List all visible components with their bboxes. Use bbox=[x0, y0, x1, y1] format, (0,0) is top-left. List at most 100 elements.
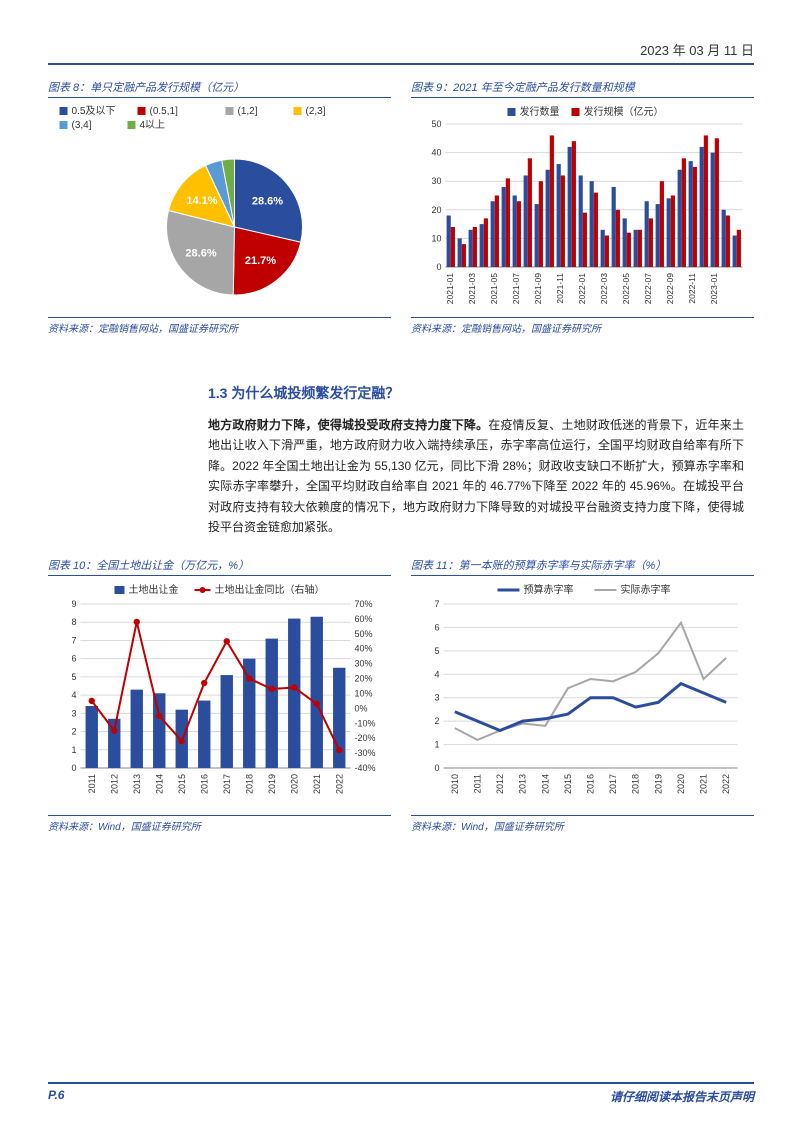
footer-page: P.6 bbox=[48, 1088, 64, 1105]
svg-text:2022-09: 2022-09 bbox=[665, 273, 675, 304]
chart10-title: 图表 10：全国土地出让金（万亿元，%） bbox=[48, 557, 391, 573]
svg-text:(3,4]: (3,4] bbox=[72, 120, 92, 131]
svg-text:21.7%: 21.7% bbox=[245, 255, 276, 267]
svg-text:1: 1 bbox=[71, 745, 76, 755]
svg-text:(2,3]: (2,3] bbox=[306, 106, 326, 117]
svg-text:2021: 2021 bbox=[312, 774, 322, 794]
svg-text:50: 50 bbox=[431, 119, 441, 129]
svg-text:2014: 2014 bbox=[540, 774, 550, 794]
svg-text:2021-07: 2021-07 bbox=[511, 273, 521, 304]
svg-text:发行数量: 发行数量 bbox=[520, 105, 560, 118]
svg-text:土地出让金: 土地出让金 bbox=[129, 583, 179, 596]
svg-text:28.6%: 28.6% bbox=[185, 248, 216, 260]
svg-text:2011: 2011 bbox=[472, 774, 482, 793]
svg-text:-30%: -30% bbox=[355, 748, 376, 758]
svg-text:3: 3 bbox=[434, 693, 439, 703]
svg-text:2013: 2013 bbox=[132, 774, 142, 794]
svg-text:2014: 2014 bbox=[154, 774, 164, 794]
svg-text:2021-01: 2021-01 bbox=[445, 273, 455, 304]
chart11-source: 资料来源：Wind，国盛证券研究所 bbox=[411, 815, 754, 833]
chart11: 预算赤字率实际赤字率012345672010201120122013201420… bbox=[411, 580, 754, 810]
svg-text:0%: 0% bbox=[355, 704, 368, 714]
svg-text:2022: 2022 bbox=[721, 774, 731, 794]
svg-text:2012: 2012 bbox=[495, 774, 505, 794]
svg-text:2021-05: 2021-05 bbox=[489, 273, 499, 304]
chart-row-2: 图表 10：全国土地出让金（万亿元，%） 土地出让金 土地出让金同比（右轴） 0 1 2… bbox=[48, 557, 754, 833]
chart8-pie: 0.5及以下(0.5,1](1,2](2,3](3,4]4以上28.6%21.7… bbox=[48, 102, 391, 312]
svg-text:5: 5 bbox=[434, 646, 439, 656]
svg-text:2022-01: 2022-01 bbox=[577, 273, 587, 304]
svg-text:70%: 70% bbox=[355, 599, 373, 609]
chart8-container: 图表 8：单只定融产品发行规模（亿元） 0.5及以下(0.5,1](1,2](2… bbox=[48, 79, 391, 335]
chart-row-1: 图表 8：单只定融产品发行规模（亿元） 0.5及以下(0.5,1](1,2](2… bbox=[48, 79, 754, 335]
svg-text:30: 30 bbox=[431, 176, 441, 186]
svg-text:2015: 2015 bbox=[563, 774, 573, 794]
section-paragraph: 地方政府财力下降，使得城投受政府支持力度下降。在疫情反复、土地财政低迷的背景下，… bbox=[208, 415, 744, 537]
chart10-container: 图表 10：全国土地出让金（万亿元，%） 土地出让金 土地出让金同比（右轴） 0 1 2… bbox=[48, 557, 391, 833]
chart10: 土地出让金土地出让金同比（右轴）0123456789-40%-30%-20%-1… bbox=[48, 580, 391, 810]
svg-text:20%: 20% bbox=[355, 674, 373, 684]
svg-text:实际赤字率: 实际赤字率 bbox=[621, 583, 671, 596]
svg-text:2019: 2019 bbox=[653, 774, 663, 794]
chart9-title: 图表 9：2021 年至今定融产品发行数量和规模 bbox=[411, 79, 754, 95]
svg-text:2019: 2019 bbox=[267, 774, 277, 794]
svg-text:2022-11: 2022-11 bbox=[687, 273, 697, 304]
svg-text:4以上: 4以上 bbox=[140, 119, 166, 131]
svg-text:5: 5 bbox=[71, 672, 76, 682]
svg-text:4: 4 bbox=[434, 670, 439, 680]
svg-text:2010: 2010 bbox=[450, 774, 460, 794]
svg-text:-10%: -10% bbox=[355, 719, 376, 729]
chart10-source: 资料来源：Wind，国盛证券研究所 bbox=[48, 815, 391, 833]
svg-text:2021-09: 2021-09 bbox=[533, 273, 543, 304]
svg-text:-40%: -40% bbox=[355, 763, 376, 773]
svg-text:10%: 10% bbox=[355, 689, 373, 699]
svg-text:预算赤字率: 预算赤字率 bbox=[524, 583, 574, 596]
svg-text:8: 8 bbox=[71, 618, 76, 628]
svg-text:2015: 2015 bbox=[177, 774, 187, 794]
chart8-source: 资料来源：定融销售网站，国盛证券研究所 bbox=[48, 317, 391, 335]
svg-text:40: 40 bbox=[431, 148, 441, 158]
svg-text:9: 9 bbox=[71, 599, 76, 609]
svg-text:2021-11: 2021-11 bbox=[555, 273, 565, 304]
svg-text:6: 6 bbox=[434, 623, 439, 633]
svg-text:40%: 40% bbox=[355, 644, 373, 654]
svg-text:0: 0 bbox=[434, 763, 439, 773]
svg-text:2011: 2011 bbox=[87, 774, 97, 793]
svg-text:50%: 50% bbox=[355, 629, 373, 639]
svg-text:2018: 2018 bbox=[244, 774, 254, 794]
svg-text:28.6%: 28.6% bbox=[252, 196, 283, 208]
svg-text:60%: 60% bbox=[355, 614, 373, 624]
svg-text:-20%: -20% bbox=[355, 734, 376, 744]
chart11-title: 图表 11：第一本账的预算赤字率与实际赤字率（%） bbox=[411, 557, 754, 573]
chart9-container: 图表 9：2021 年至今定融产品发行数量和规模 发行数量发行规模（亿元）010… bbox=[411, 79, 754, 335]
svg-text:土地出让金同比（右轴）: 土地出让金同比（右轴） bbox=[215, 583, 325, 596]
footer: P.6 请仔细阅读本报告末页声明 bbox=[48, 1082, 754, 1105]
svg-text:30%: 30% bbox=[355, 659, 373, 669]
chart11-container: 图表 11：第一本账的预算赤字率与实际赤字率（%） 预算赤字率 实际赤字率 0 1 2 3… bbox=[411, 557, 754, 833]
svg-text:2021: 2021 bbox=[699, 774, 709, 794]
svg-text:2020: 2020 bbox=[676, 774, 686, 794]
svg-text:10: 10 bbox=[431, 233, 441, 243]
svg-text:4: 4 bbox=[71, 690, 76, 700]
svg-text:(0.5,1]: (0.5,1] bbox=[150, 106, 179, 117]
svg-text:2017: 2017 bbox=[222, 774, 232, 794]
svg-text:2022: 2022 bbox=[334, 774, 344, 794]
chart9-bars: 发行数量发行规模（亿元）010203040502021-012021-03202… bbox=[411, 102, 754, 312]
svg-text:2016: 2016 bbox=[199, 774, 209, 794]
svg-text:2022-03: 2022-03 bbox=[599, 273, 609, 304]
svg-text:(1,2]: (1,2] bbox=[238, 106, 258, 117]
svg-text:2022-05: 2022-05 bbox=[621, 273, 631, 304]
svg-text:1: 1 bbox=[434, 740, 439, 750]
svg-text:0: 0 bbox=[71, 763, 76, 773]
chart9-source: 资料来源：定融销售网站，国盛证券研究所 bbox=[411, 317, 754, 335]
svg-text:2: 2 bbox=[434, 716, 439, 726]
svg-text:7: 7 bbox=[434, 599, 439, 609]
svg-text:2018: 2018 bbox=[631, 774, 641, 794]
svg-text:2: 2 bbox=[71, 727, 76, 737]
svg-text:2023-01: 2023-01 bbox=[709, 273, 719, 304]
svg-text:7: 7 bbox=[71, 636, 76, 646]
svg-text:14.1%: 14.1% bbox=[186, 195, 217, 207]
chart8-title: 图表 8：单只定融产品发行规模（亿元） bbox=[48, 79, 391, 95]
header-rule bbox=[48, 63, 754, 65]
svg-text:2021-03: 2021-03 bbox=[467, 273, 477, 304]
